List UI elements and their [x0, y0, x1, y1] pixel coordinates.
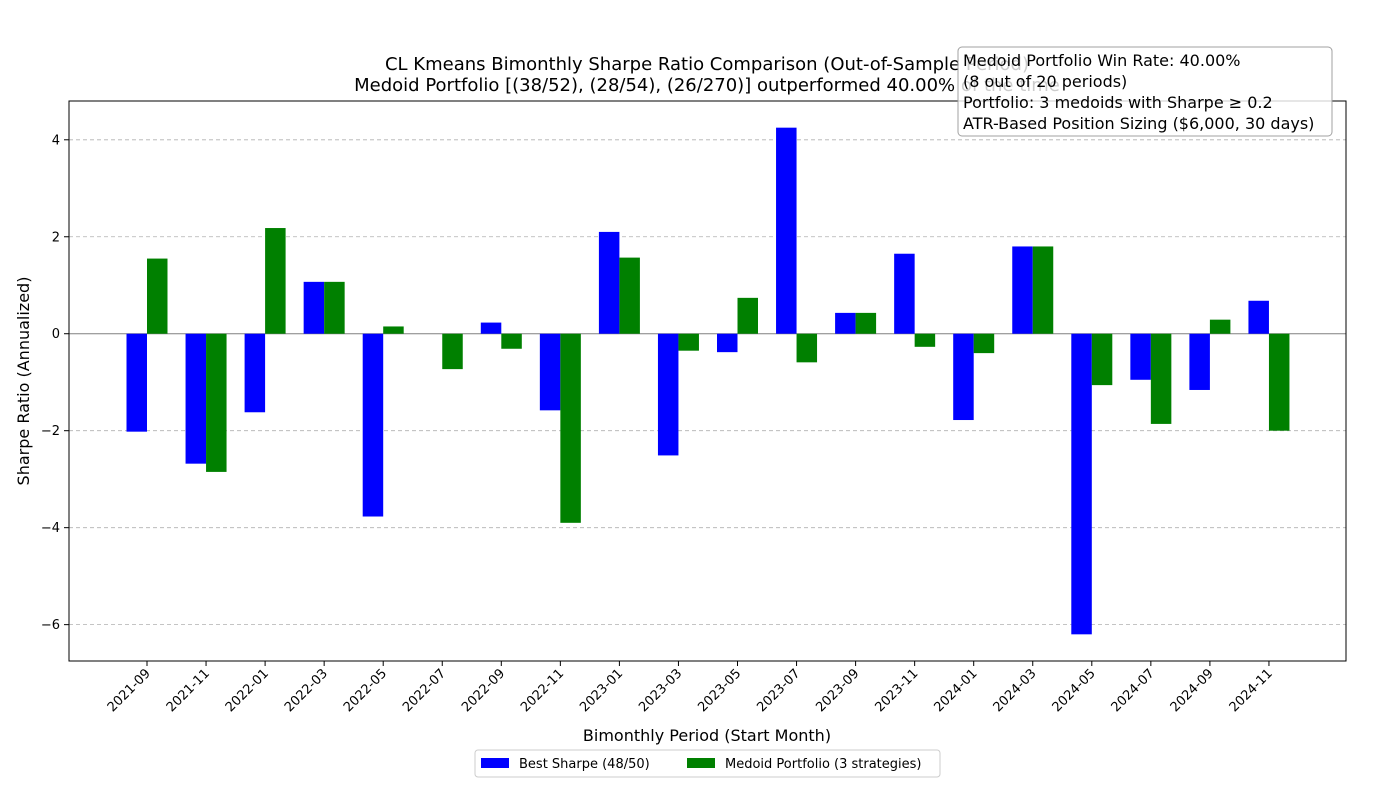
bar-medoid-portfolio-2023-01 — [619, 258, 640, 334]
bar-best-sharpe-2023-07 — [776, 128, 797, 334]
bar-best-sharpe-2024-11 — [1248, 301, 1269, 334]
y-axis-label: Sharpe Ratio (Annualized) — [14, 277, 33, 486]
bar-best-sharpe-2022-11 — [540, 334, 561, 411]
bar-medoid-portfolio-2023-03 — [678, 334, 699, 351]
bar-best-sharpe-2023-01 — [599, 232, 620, 334]
bar-medoid-portfolio-2023-11 — [915, 334, 936, 347]
x-tick-label: 2023-03 — [636, 666, 685, 715]
x-tick-label: 2022-05 — [341, 666, 390, 715]
bar-medoid-portfolio-2022-07 — [442, 334, 463, 369]
y-tick-label: −2 — [41, 424, 60, 439]
y-axis-ticks: −6 −4 −2 0 2 4 — [41, 133, 69, 633]
x-tick-label: 2023-11 — [872, 666, 921, 715]
x-tick-label: 2024-03 — [991, 666, 1040, 715]
info-position-sizing: ATR-Based Position Sizing ($6,000, 30 da… — [963, 114, 1314, 133]
y-tick-label: −4 — [41, 521, 60, 536]
chart-title: CL Kmeans Bimonthly Sharpe Ratio Compari… — [385, 54, 1029, 75]
bar-best-sharpe-2024-07 — [1130, 334, 1151, 380]
bar-best-sharpe-2024-09 — [1189, 334, 1210, 390]
legend-label-medoid-portfolio: Medoid Portfolio (3 strategies) — [725, 757, 922, 772]
x-tick-label: 2021-09 — [105, 666, 154, 715]
y-tick-label: 2 — [52, 230, 60, 245]
x-axis-label: Bimonthly Period (Start Month) — [583, 726, 831, 745]
bar-medoid-portfolio-2022-09 — [501, 334, 522, 349]
chart-subtitle: Medoid Portfolio [(38/52), (28/54), (26/… — [354, 75, 1060, 96]
info-win-rate: Medoid Portfolio Win Rate: 40.00% — [963, 51, 1241, 70]
x-tick-label: 2023-01 — [577, 666, 626, 715]
bar-medoid-portfolio-2024-03 — [1033, 246, 1054, 333]
bar-medoid-portfolio-2024-09 — [1210, 320, 1231, 334]
bar-best-sharpe-2021-09 — [127, 334, 148, 432]
bar-best-sharpe-2022-01 — [245, 334, 266, 413]
bar-medoid-portfolio-2021-09 — [147, 259, 168, 334]
bar-best-sharpe-2023-09 — [835, 313, 856, 334]
x-tick-label: 2022-03 — [282, 666, 331, 715]
info-periods: (8 out of 20 periods) — [963, 72, 1127, 91]
bar-medoid-portfolio-2023-07 — [797, 334, 818, 363]
x-tick-label: 2023-07 — [754, 666, 803, 715]
bar-medoid-portfolio-2024-11 — [1269, 334, 1290, 431]
bar-medoid-portfolio-2022-11 — [560, 334, 581, 523]
x-tick-label: 2023-09 — [813, 666, 862, 715]
bar-medoid-portfolio-2024-01 — [974, 334, 995, 353]
info-portfolio: Portfolio: 3 medoids with Sharpe ≥ 0.2 — [963, 93, 1273, 112]
bar-medoid-portfolio-2021-11 — [206, 334, 227, 472]
y-tick-label: 4 — [52, 133, 60, 148]
legend-label-best-sharpe: Best Sharpe (48/50) — [519, 757, 650, 772]
bar-medoid-portfolio-2024-07 — [1151, 334, 1172, 424]
x-tick-label: 2022-01 — [223, 666, 272, 715]
bar-medoid-portfolio-2022-01 — [265, 228, 286, 334]
bar-best-sharpe-2023-05 — [717, 334, 738, 352]
bar-medoid-portfolio-2024-05 — [1092, 334, 1113, 385]
x-axis-ticks: 2021-09 2021-11 2022-01 2022-03 2022-05 2022-… — [105, 661, 1276, 715]
bar-best-sharpe-2021-11 — [186, 334, 207, 464]
bar-best-sharpe-2023-11 — [894, 254, 915, 334]
legend: Best Sharpe (48/50) Medoid Portfolio (3 … — [475, 750, 940, 777]
x-tick-label: 2021-11 — [164, 666, 213, 715]
x-tick-label: 2024-09 — [1168, 666, 1217, 715]
x-tick-label: 2024-07 — [1109, 666, 1158, 715]
bar-best-sharpe-2023-03 — [658, 334, 679, 456]
x-tick-label: 2024-01 — [932, 666, 981, 715]
bar-best-sharpe-2024-03 — [1012, 246, 1033, 333]
legend-swatch-medoid-portfolio — [687, 758, 715, 768]
bars — [127, 128, 1290, 635]
x-tick-label: 2022-07 — [400, 666, 449, 715]
bar-best-sharpe-2022-05 — [363, 334, 384, 517]
y-tick-label: 0 — [52, 327, 60, 342]
bar-medoid-portfolio-2022-05 — [383, 326, 404, 333]
x-tick-label: 2024-11 — [1227, 666, 1276, 715]
x-tick-label: 2022-09 — [459, 666, 508, 715]
bar-medoid-portfolio-2022-03 — [324, 282, 345, 334]
bar-best-sharpe-2024-01 — [953, 334, 974, 420]
x-tick-label: 2022-11 — [518, 666, 567, 715]
bar-best-sharpe-2024-05 — [1071, 334, 1092, 635]
bar-medoid-portfolio-2023-09 — [856, 313, 877, 334]
win-rate-info-box: Medoid Portfolio Win Rate: 40.00% (8 out… — [958, 47, 1332, 136]
x-tick-label: 2024-05 — [1050, 666, 1099, 715]
bar-best-sharpe-2022-03 — [304, 282, 325, 334]
legend-swatch-best-sharpe — [481, 758, 509, 768]
x-tick-label: 2023-05 — [695, 666, 744, 715]
bar-medoid-portfolio-2023-05 — [738, 298, 759, 334]
y-tick-label: −6 — [41, 618, 60, 633]
bar-best-sharpe-2022-09 — [481, 323, 502, 334]
